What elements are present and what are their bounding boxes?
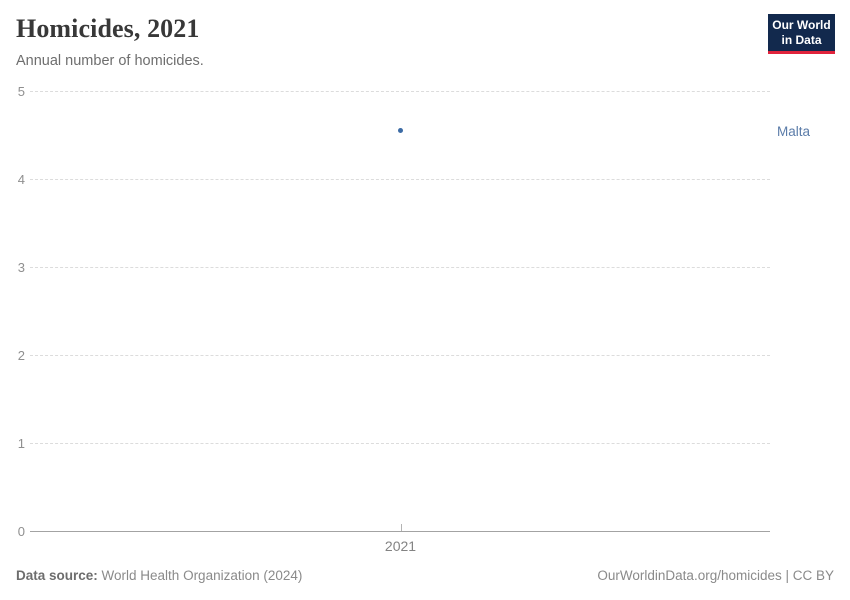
data-point-malta[interactable] <box>398 128 403 134</box>
chart-subtitle: Annual number of homicides. <box>16 53 204 69</box>
data-source-value: World Health Organization (2024) <box>97 568 303 583</box>
y-axis-label: 1 <box>17 435 25 451</box>
gridline <box>30 355 770 356</box>
gridline <box>30 179 770 180</box>
y-axis-label: 3 <box>17 259 25 275</box>
logo-line1: Our World <box>772 17 831 32</box>
y-axis-label: 0 <box>17 523 25 539</box>
x-axis-tick <box>400 524 402 531</box>
credit-line: OurWorldinData.org/homicides | CC BY <box>597 568 834 583</box>
y-axis-label: 5 <box>17 83 25 99</box>
x-axis-line <box>30 531 770 532</box>
data-source-label: Data source: <box>16 568 98 583</box>
owid-logo: Our World in Data <box>768 14 835 54</box>
gridline <box>30 443 770 444</box>
gridline <box>30 267 770 268</box>
y-axis-label: 2 <box>17 347 25 363</box>
entity-label-malta[interactable]: Malta <box>777 123 811 139</box>
data-source: Data source: World Health Organization (… <box>16 568 302 583</box>
x-axis-label: 2021 <box>384 538 417 554</box>
page-title: Homicides, 2021 <box>16 14 200 43</box>
chart-footer: Data source: World Health Organization (… <box>16 568 834 583</box>
logo-line2: in Data <box>781 32 822 47</box>
gridline <box>30 91 770 92</box>
y-axis-label: 4 <box>17 171 25 187</box>
